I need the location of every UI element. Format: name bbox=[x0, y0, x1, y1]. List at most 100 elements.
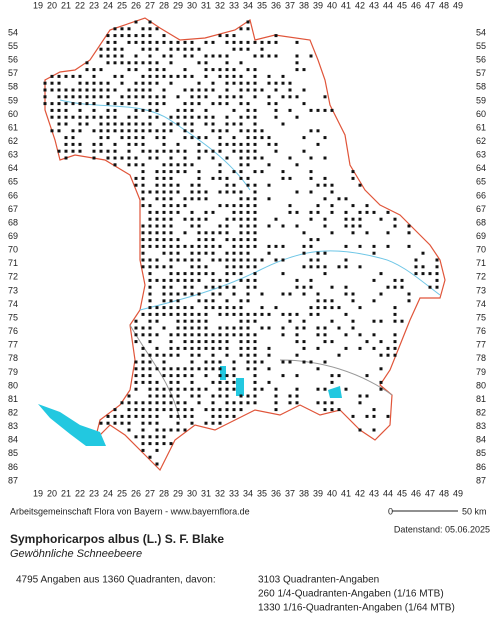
occurrence-dot bbox=[78, 149, 82, 153]
occurrence-dot bbox=[302, 292, 306, 296]
occurrence-dot bbox=[239, 346, 243, 350]
occurrence-dot bbox=[267, 224, 271, 228]
column-label: 32 bbox=[215, 488, 225, 498]
occurrence-dot bbox=[169, 129, 173, 133]
occurrence-dot bbox=[57, 95, 61, 99]
occurrence-dot bbox=[232, 367, 236, 371]
occurrence-dot bbox=[232, 204, 236, 208]
occurrence-dot bbox=[99, 421, 103, 425]
occurrence-dot bbox=[246, 251, 250, 255]
occurrence-dot bbox=[246, 244, 250, 248]
occurrence-dot bbox=[232, 68, 236, 72]
occurrence-dot bbox=[253, 272, 257, 276]
occurrence-dot bbox=[344, 333, 348, 337]
occurrence-dot bbox=[113, 149, 117, 153]
occurrence-dot bbox=[155, 462, 159, 466]
occurrence-dot bbox=[204, 340, 208, 344]
occurrence-dot bbox=[141, 265, 145, 269]
occurrence-dot bbox=[169, 333, 173, 337]
occurrence-dot bbox=[183, 156, 187, 160]
row-label: 63 bbox=[476, 150, 486, 160]
occurrence-dot bbox=[253, 204, 257, 208]
occurrence-dot bbox=[141, 401, 145, 405]
occurrence-dot bbox=[169, 401, 173, 405]
row-label: 70 bbox=[476, 245, 486, 255]
occurrence-dot bbox=[358, 428, 362, 432]
occurrence-dot bbox=[120, 122, 124, 126]
occurrence-dot bbox=[190, 312, 194, 316]
occurrence-dot bbox=[379, 272, 383, 276]
occurrence-dot bbox=[260, 387, 264, 391]
row-label: 73 bbox=[476, 285, 486, 295]
occurrence-dot bbox=[281, 292, 285, 296]
occurrence-dot bbox=[302, 88, 306, 92]
scale-start: 0 bbox=[388, 506, 393, 516]
occurrence-dot bbox=[218, 95, 222, 99]
row-label: 71 bbox=[476, 258, 486, 268]
occurrence-dot bbox=[190, 326, 194, 330]
row-label: 56 bbox=[476, 55, 486, 65]
row-label: 69 bbox=[476, 231, 486, 241]
occurrence-dot bbox=[197, 217, 201, 221]
occurrence-dot bbox=[204, 244, 208, 248]
occurrence-dot bbox=[197, 190, 201, 194]
occurrence-dot bbox=[239, 401, 243, 405]
occurrence-dot bbox=[232, 190, 236, 194]
occurrence-dot bbox=[239, 306, 243, 310]
occurrence-dot bbox=[148, 333, 152, 337]
row-label: 61 bbox=[476, 122, 486, 132]
occurrence-dot bbox=[78, 102, 82, 106]
occurrence-dot bbox=[274, 81, 278, 85]
occurrence-dot bbox=[71, 149, 75, 153]
occurrence-dot bbox=[232, 380, 236, 384]
occurrence-dot bbox=[225, 251, 229, 255]
occurrence-dot bbox=[239, 394, 243, 398]
occurrence-dot bbox=[197, 401, 201, 405]
occurrence-dot bbox=[120, 95, 124, 99]
column-label: 43 bbox=[369, 0, 379, 10]
row-label: 77 bbox=[8, 340, 18, 350]
occurrence-dot bbox=[176, 40, 180, 44]
occurrence-dot bbox=[316, 333, 320, 337]
occurrence-dot bbox=[225, 81, 229, 85]
credit: Arbeitsgemeinschaft Flora von Bayern - w… bbox=[10, 506, 250, 516]
occurrence-dot bbox=[78, 108, 82, 112]
date: Datenstand: 05.06.2025 bbox=[394, 524, 490, 534]
occurrence-dot bbox=[197, 231, 201, 235]
occurrence-dot bbox=[309, 108, 313, 112]
occurrence-dot bbox=[85, 88, 89, 92]
occurrence-dot bbox=[134, 401, 138, 405]
occurrence-dot bbox=[197, 238, 201, 242]
occurrence-dot bbox=[141, 408, 145, 412]
occurrence-dot bbox=[232, 265, 236, 269]
occurrence-dot bbox=[204, 421, 208, 425]
occurrence-dot bbox=[316, 129, 320, 133]
occurrence-dot bbox=[232, 360, 236, 364]
occurrence-dot bbox=[134, 387, 138, 391]
occurrence-dot bbox=[232, 210, 236, 214]
occurrence-dot bbox=[148, 74, 152, 78]
occurrence-dot bbox=[351, 217, 355, 221]
occurrence-dot bbox=[260, 88, 264, 92]
occurrence-dot bbox=[148, 326, 152, 330]
occurrence-dot bbox=[295, 374, 299, 378]
occurrence-dot bbox=[190, 421, 194, 425]
occurrence-dot bbox=[106, 47, 110, 51]
column-label: 26 bbox=[131, 488, 141, 498]
occurrence-dot bbox=[155, 435, 159, 439]
occurrence-dot bbox=[127, 414, 131, 418]
occurrence-dot bbox=[106, 108, 110, 112]
occurrence-dot bbox=[190, 306, 194, 310]
occurrence-dot bbox=[71, 115, 75, 119]
occurrence-dot bbox=[197, 258, 201, 262]
occurrence-dot bbox=[358, 401, 362, 405]
occurrence-dot bbox=[134, 408, 138, 412]
occurrence-dot bbox=[218, 54, 222, 58]
occurrence-dot bbox=[134, 20, 138, 24]
occurrence-dot bbox=[218, 333, 222, 337]
occurrence-dot bbox=[197, 272, 201, 276]
occurrence-dot bbox=[141, 204, 145, 208]
row-label: 77 bbox=[476, 340, 486, 350]
occurrence-dot bbox=[309, 244, 313, 248]
occurrence-dot bbox=[141, 163, 145, 167]
